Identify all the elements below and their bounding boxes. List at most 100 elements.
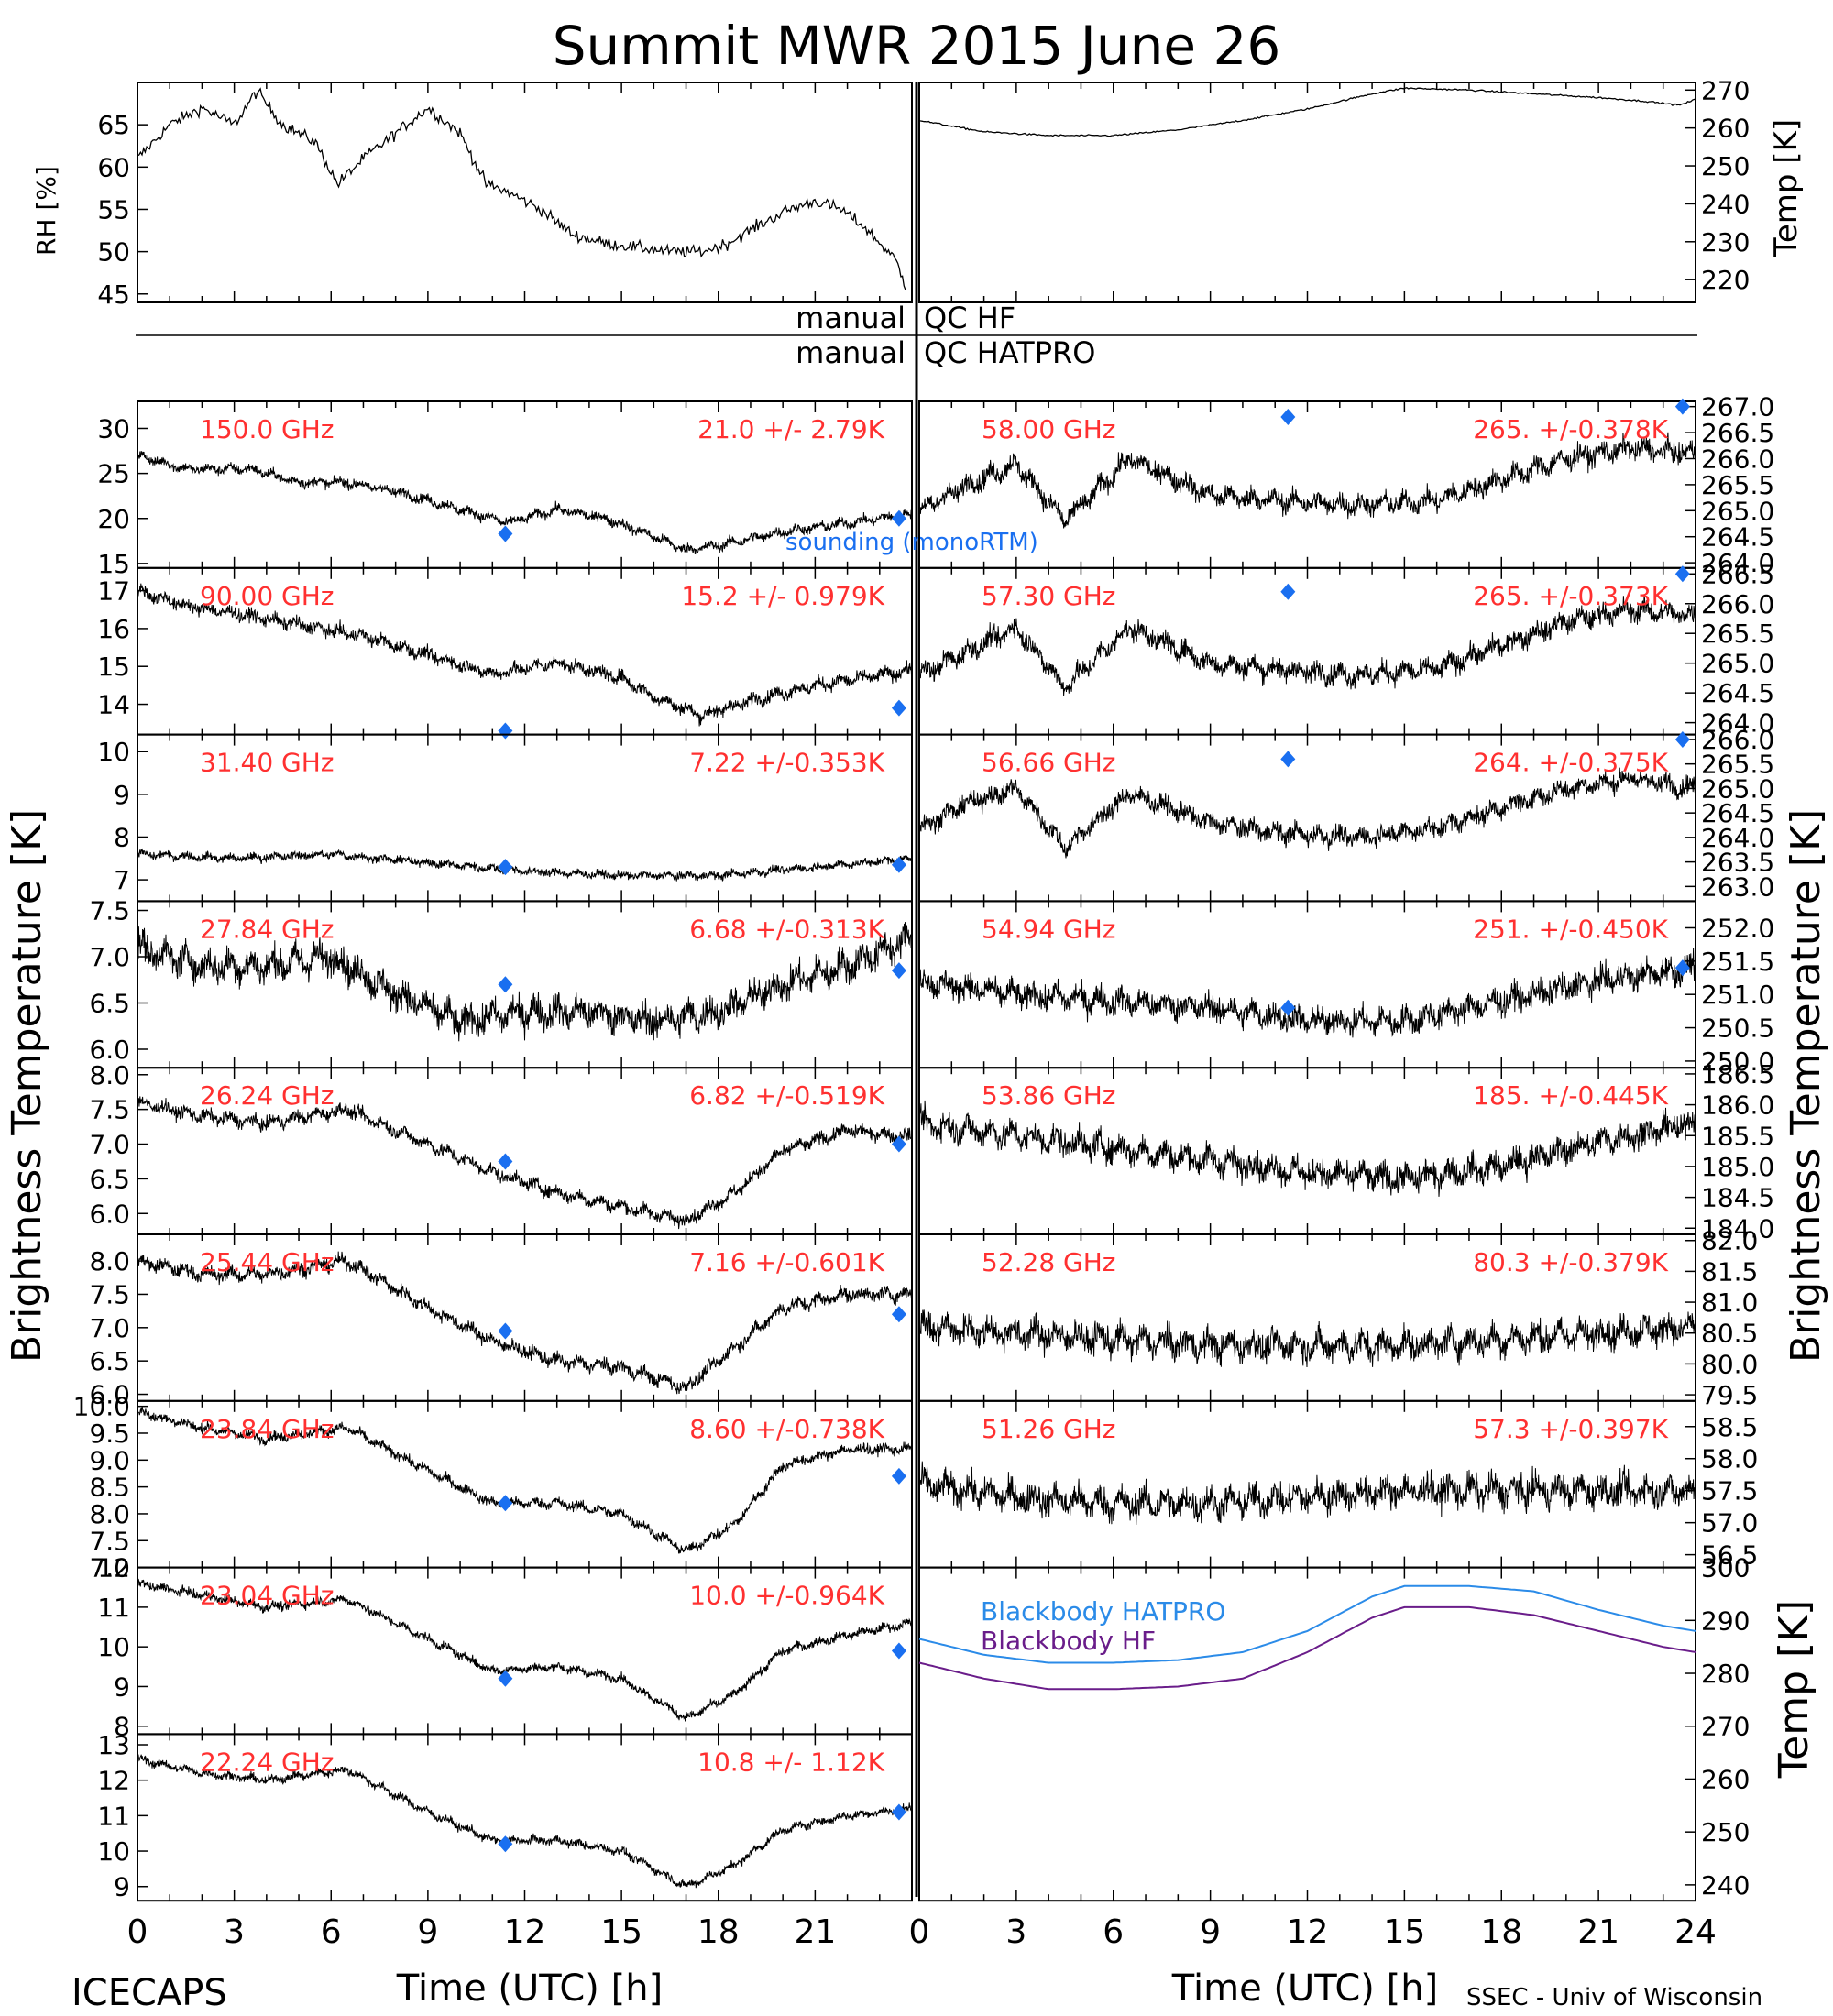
right-58.00-ytick-label: 265.5 (1701, 470, 1774, 500)
temp-ylabel: Temp [K] (1768, 119, 1805, 257)
left-23.04-ytick-label: 10 (97, 1632, 130, 1662)
right-52.28-chart: 79.580.080.581.081.582.0 52.28 GHz 80.3 +/… (918, 1226, 1758, 1410)
left-23.84-ytick-label: 9.5 (89, 1419, 130, 1449)
right-57.30-ytick-label: 265.0 (1701, 649, 1774, 679)
left-90.00-trace (137, 583, 913, 727)
right-54.94-trace (918, 948, 1696, 1038)
blackbody-ytick-label: 270 (1701, 1712, 1750, 1742)
rh-ytick-label: 50 (97, 237, 130, 268)
left-31.40-frequency-label: 31.40 GHz (200, 748, 335, 778)
left-27.84-sounding-point (891, 962, 906, 980)
right-56.66-frequency-label: 56.66 GHz (982, 748, 1116, 778)
left-25.44-ytick-label: 6.5 (89, 1346, 130, 1376)
right-51.26-ytick-label: 58.0 (1701, 1444, 1758, 1474)
right-56.66-ytick-label: 264.0 (1701, 823, 1774, 853)
rh-panel: RH [%] (31, 166, 61, 256)
left-26.24-stats-label: 6.82 +/-0.519K (689, 1080, 884, 1111)
rh-ytick-label: 55 (97, 194, 130, 225)
blackbody-ytick-label: 280 (1701, 1659, 1750, 1689)
left-23.84-ytick-label: 7.0 (89, 1553, 130, 1583)
blackbody-series-line (918, 1605, 1696, 1691)
left-23.84-sounding-point (498, 1495, 513, 1512)
right-57.30-sounding-point (1280, 583, 1296, 600)
left-25.44-ytick-label: 8.0 (89, 1246, 130, 1276)
blackbody-ylabel: Temp [K] (1771, 1600, 1817, 1779)
left-23.84-ytick-label: 8.5 (89, 1473, 130, 1503)
qc-hf-left-label: manual (796, 301, 906, 335)
left-27.84-chart: 6.0 6.5 7.0 7.5 27.84 GHz 6.68 +/-0.313K (89, 896, 913, 1069)
left-26.24-ytick-label: 8.0 (89, 1060, 130, 1090)
x-tick-label: 24 (1674, 1913, 1717, 1951)
temp-ytick-label: 250 (1701, 151, 1750, 181)
left-22.24-ytick-label: 9 (114, 1872, 130, 1902)
left-150.00-frequency-label: 150.0 GHz (200, 414, 335, 444)
left-23.04-ytick-label: 12 (97, 1553, 130, 1583)
right-54.94-sounding-point (1674, 959, 1690, 977)
right-52.28-trace (918, 1309, 1696, 1368)
left-23.04-frequency-label: 23.04 GHz (200, 1581, 335, 1611)
x-tick-label: 6 (1103, 1913, 1124, 1951)
temp-frame (918, 82, 1696, 303)
left-23.84-sounding-point (891, 1467, 906, 1485)
left-90.00-ytick-label: 15 (97, 652, 130, 682)
blackbody-ytick-label: 240 (1701, 1870, 1750, 1901)
left-31.40-ytick-label: 7 (114, 865, 130, 895)
right-53.86-ytick-label: 186.0 (1701, 1090, 1774, 1121)
left-90.00-sounding-point (498, 722, 513, 740)
x-tick-label: 9 (417, 1913, 438, 1951)
left-23.04-sounding-point (891, 1642, 906, 1660)
right-58.00-sounding-point (1674, 398, 1690, 415)
right-52.28-ytick-label: 81.5 (1701, 1256, 1758, 1287)
right-56.66-sounding-point (1280, 751, 1296, 768)
temp-ytick-label: 240 (1701, 189, 1750, 219)
left-26.24-ytick-label: 7.0 (89, 1130, 130, 1160)
blackbody-ytick-label: 290 (1701, 1605, 1750, 1636)
left-27.84-stats-label: 6.68 +/-0.313K (689, 914, 884, 944)
blackbody-ytick-label: 250 (1701, 1817, 1750, 1847)
left-23.04-chart: 8 9 10 11 12 23.04 GHz 10.0 +/-0.964K (97, 1553, 913, 1742)
right-56.66-sounding-point (1674, 730, 1690, 748)
left-90.00-chart: 14 15 16 17 90.00 GHz 15.2 +/- 0.979K (97, 566, 913, 740)
right-58.00-ytick-label: 266.5 (1701, 418, 1774, 448)
temp-ytick-label: 260 (1701, 114, 1750, 144)
left-27.84-ytick-label: 7.0 (89, 942, 130, 972)
left-25.44-sounding-point (891, 1306, 906, 1323)
left-25.44-ytick-label: 7.0 (89, 1313, 130, 1343)
left-25.44-ytick-label: 7.5 (89, 1279, 130, 1309)
left-31.40-ytick-label: 9 (114, 780, 130, 810)
right-53.86-ytick-label: 184.0 (1701, 1213, 1774, 1244)
temp-panel: Temp [K] (1768, 119, 1805, 257)
right-56.66-ytick-label: 265.0 (1701, 773, 1774, 804)
right-53.86-stats-label: 185. +/-0.445K (1473, 1080, 1668, 1111)
left-23.84-ytick-label: 7.5 (89, 1526, 130, 1556)
legend-bb-hatpro: Blackbody HATPRO (981, 1596, 1225, 1627)
left-23.84-trace (137, 1406, 913, 1554)
qc-section: manual QC HF manual QC HATPRO (136, 301, 1697, 370)
blackbody-ytick-label: 260 (1701, 1764, 1750, 1794)
left-26.24-sounding-point (498, 1153, 513, 1170)
left-26.24-ytick-label: 6.5 (89, 1164, 130, 1194)
right-57.30-stats-label: 265. +/-0.373K (1473, 581, 1668, 611)
left-26.24-ytick-label: 7.5 (89, 1095, 130, 1125)
rh-series-line (137, 87, 906, 290)
left-150.00-sounding-point (891, 509, 906, 527)
left-31.40-ytick-label: 8 (114, 822, 130, 852)
left-25.44-stats-label: 7.16 +/-0.601K (689, 1247, 884, 1277)
left-31.40-ytick-label: 10 (97, 737, 130, 767)
rh-ylabel: RH [%] (31, 166, 61, 256)
temp-ytick-label: 230 (1701, 227, 1750, 257)
left-150.00-ytick-label: 20 (97, 504, 130, 534)
left-22.24-trace (137, 1754, 913, 1889)
left-27.84-ytick-label: 6.5 (89, 989, 130, 1019)
x-tick-label: 15 (1383, 1913, 1425, 1951)
right-51.26-chart: 56.557.057.558.058.5 51.26 GHz 57.3 +/-0.3… (918, 1399, 1758, 1571)
left-ylabel: Brightness Temperature [K] (4, 809, 50, 1363)
left-23.84-ytick-label: 8.0 (89, 1499, 130, 1529)
left-25.44-sounding-point (498, 1322, 513, 1340)
right-54.94-ytick-label: 252.0 (1701, 913, 1774, 943)
left-23.04-ytick-label: 11 (97, 1593, 130, 1623)
right-51.26-ytick-label: 57.0 (1701, 1508, 1758, 1539)
right-58.00-stats-label: 265. +/-0.378K (1473, 414, 1668, 444)
